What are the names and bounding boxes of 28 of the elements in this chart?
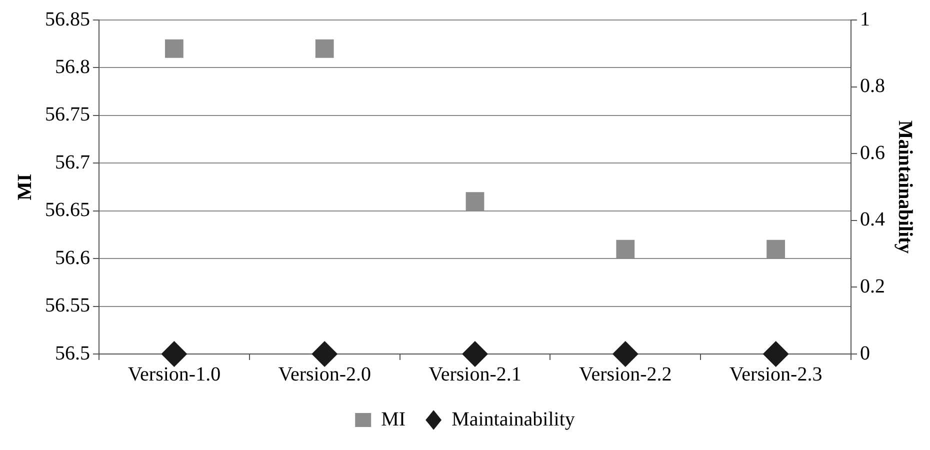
point — [315, 39, 334, 58]
y2-tick-label: 0.6 — [860, 142, 885, 164]
y2-tick-label: 0.8 — [860, 75, 885, 98]
y-tick-label: 56.65 — [45, 199, 90, 222]
y2-tick-label: 1 — [860, 8, 870, 30]
y-tick-label: 56.5 — [55, 342, 90, 364]
legend-label: Maintainability — [452, 408, 575, 430]
y2-tick-label: 0.2 — [860, 275, 885, 298]
y-tick-label: 56.7 — [55, 151, 90, 174]
x-tick-label: Version-2.1 — [428, 363, 522, 386]
point — [616, 240, 635, 258]
x-tick-label: Version-2.2 — [579, 363, 672, 386]
point — [766, 240, 785, 258]
y2-axis-title: Maintainability — [894, 120, 916, 254]
y-tick-label: 56.8 — [55, 56, 90, 78]
legend-label: MI — [381, 408, 406, 430]
x-tick-label: Version-2.0 — [278, 363, 371, 386]
y-tick-label: 56.55 — [45, 294, 90, 317]
point — [466, 192, 484, 211]
y-tick-label: 56.85 — [45, 8, 90, 30]
y-axis-title: MI — [14, 173, 36, 200]
y-tick-label: 56.75 — [45, 104, 90, 126]
point — [165, 39, 184, 58]
x-tick-label: Version-1.0 — [128, 363, 221, 386]
x-tick-label: Version-2.3 — [729, 363, 822, 386]
y2-tick-label: 0.4 — [860, 208, 885, 231]
y-tick-label: 56.6 — [55, 246, 90, 269]
y2-tick-label: 0 — [860, 342, 870, 364]
